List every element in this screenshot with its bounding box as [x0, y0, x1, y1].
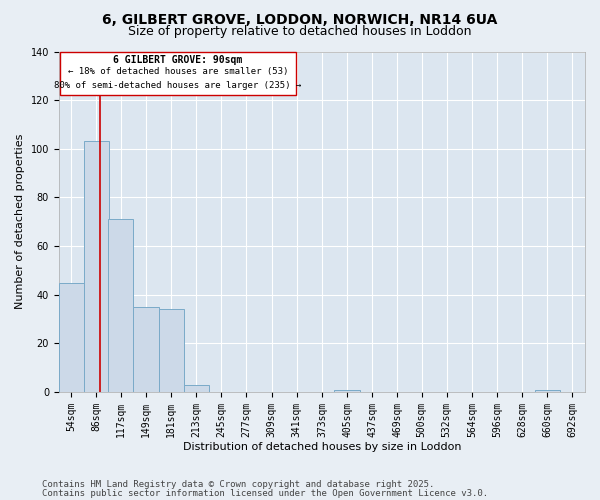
- Bar: [133, 307, 158, 392]
- FancyBboxPatch shape: [59, 52, 296, 96]
- Text: Contains public sector information licensed under the Open Government Licence v3: Contains public sector information licen…: [42, 489, 488, 498]
- Bar: [184, 384, 209, 392]
- Text: 6 GILBERT GROVE: 90sqm: 6 GILBERT GROVE: 90sqm: [113, 55, 242, 65]
- Y-axis label: Number of detached properties: Number of detached properties: [15, 134, 25, 310]
- Bar: [59, 282, 84, 392]
- Bar: [535, 390, 560, 392]
- Text: 6, GILBERT GROVE, LODDON, NORWICH, NR14 6UA: 6, GILBERT GROVE, LODDON, NORWICH, NR14 …: [103, 12, 497, 26]
- Text: Contains HM Land Registry data © Crown copyright and database right 2025.: Contains HM Land Registry data © Crown c…: [42, 480, 434, 489]
- Text: 80% of semi-detached houses are larger (235) →: 80% of semi-detached houses are larger (…: [54, 80, 301, 90]
- X-axis label: Distribution of detached houses by size in Loddon: Distribution of detached houses by size …: [182, 442, 461, 452]
- Text: ← 18% of detached houses are smaller (53): ← 18% of detached houses are smaller (53…: [68, 68, 288, 76]
- Bar: [84, 142, 109, 392]
- Text: Size of property relative to detached houses in Loddon: Size of property relative to detached ho…: [128, 25, 472, 38]
- Bar: [108, 220, 133, 392]
- Bar: [158, 310, 184, 392]
- Bar: [334, 390, 359, 392]
